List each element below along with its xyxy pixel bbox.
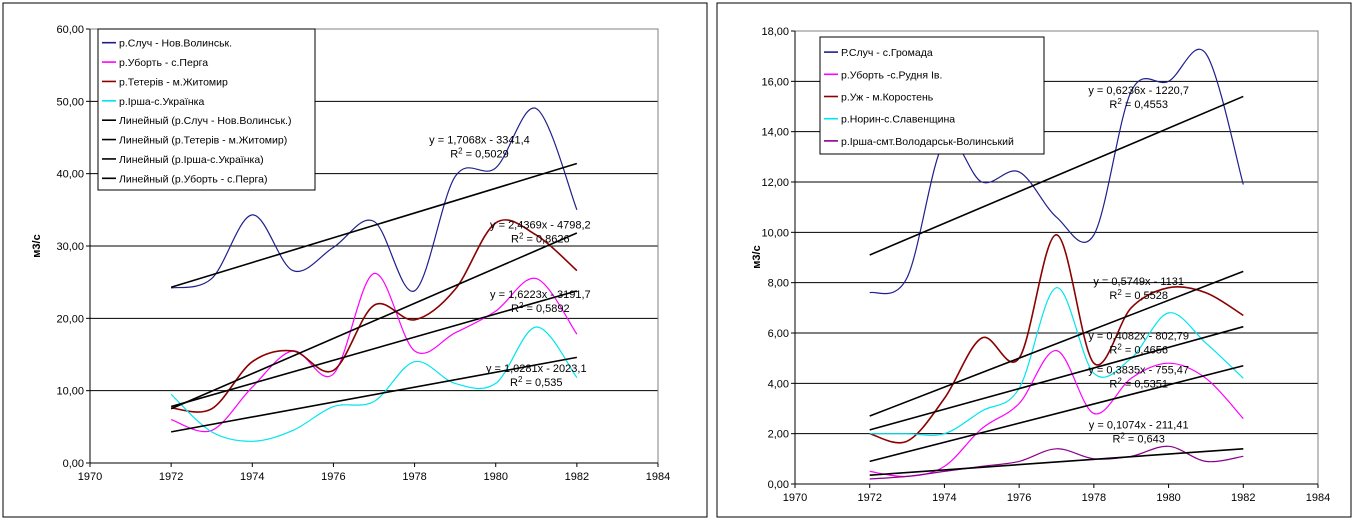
x-tick-label: 1980	[483, 471, 507, 483]
y-tick-label: 12,00	[761, 177, 789, 189]
y-tick-label: 14,00	[761, 127, 789, 139]
y-tick-label: 50,00	[56, 96, 84, 108]
trendline-r2: R2 = 0,5029	[450, 146, 509, 161]
legend-label: р.Уж - м.Коростень	[841, 92, 934, 104]
legend-label: р.Случ - Нов.Волинськ.	[119, 38, 232, 50]
trendline-r2: R2 = 0,5892	[511, 301, 570, 316]
y-tick-label: 10,00	[761, 227, 789, 239]
trendline-r2: R2 = 0,643	[1112, 431, 1164, 446]
trendline	[170, 162, 578, 288]
legend-label: Линейный (р.Случ - Нов.Волинськ.)	[119, 115, 291, 127]
legend-label: р.Уборть - с.Перга	[119, 57, 208, 69]
series-line	[869, 287, 1244, 436]
legend-label: Р.Случ - с.Громада	[841, 47, 933, 59]
series-line	[869, 445, 1244, 480]
series-line	[171, 219, 578, 413]
x-tick-label: 1984	[646, 471, 670, 483]
trendline	[869, 364, 1244, 463]
series-line	[170, 326, 578, 442]
legend	[819, 36, 1045, 155]
y-tick-label: 30,00	[56, 241, 84, 253]
legend-label: р.Уборть -с.Рудня Ів.	[841, 69, 942, 81]
y-tick-label: 20,00	[56, 313, 84, 325]
trendline-equation: y = 1,0281x - 2023,1	[486, 363, 587, 375]
legend-label: Линейный (р.Тетерів - м.Житомир)	[119, 135, 287, 147]
trendline-equation: y = 0,5749x - 1131	[1093, 276, 1184, 288]
trendline	[869, 95, 1244, 256]
trendline-equation: y = 1,6223x - 3191,7	[490, 289, 591, 301]
x-tick-label: 1980	[1156, 492, 1180, 504]
chart-2: 0,00 2,00 4,00 6,00 8,00 10,00 12,00 14,00 16,00…	[716, 2, 1352, 518]
x-tick-label: 1978	[402, 471, 426, 483]
legend-label: р.Ірша-с.Українка	[119, 96, 204, 108]
trendline-equation: y = 2,4369x - 4798,2	[490, 220, 591, 232]
x-tick-label: 1976	[1007, 492, 1031, 504]
x-tick-label: 1972	[857, 492, 881, 504]
y-tick-label: 10,00	[56, 386, 84, 398]
trendline	[170, 232, 578, 410]
x-tick-label: 1982	[1231, 492, 1255, 504]
trendline-r2: R2 = 0,4553	[1109, 96, 1168, 111]
trendline-equation: y = 0,4082x - 802,79	[1088, 330, 1189, 342]
trendline	[869, 325, 1244, 431]
legend-label: р.Норин-с.Славенщина	[841, 114, 955, 126]
trendline-r2: R2 = 0,8626	[511, 231, 570, 246]
x-tick-label: 1970	[783, 492, 807, 504]
series-line	[869, 48, 1244, 295]
y-tick-label: 18,00	[761, 26, 789, 38]
x-tick-label: 1982	[565, 471, 589, 483]
x-tick-label: 1972	[159, 471, 183, 483]
trendline	[170, 356, 578, 433]
y-tick-label: 40,00	[56, 169, 84, 181]
trendline-equation: y = 0,3835x - 755,47	[1088, 364, 1189, 376]
x-tick-label: 1974	[240, 471, 264, 483]
y-tick-label: 4,00	[768, 378, 789, 390]
x-tick-label: 1984	[1306, 492, 1330, 504]
trendline	[869, 270, 1244, 417]
legend-label: Линейный (р.Уборть - с.Перга)	[119, 173, 267, 185]
legend-label: р.Ірша-смт.Володарськ-Волинський	[841, 136, 1014, 148]
trendline	[170, 290, 578, 408]
trendline-r2: R2 = 0,5528	[1109, 288, 1168, 303]
series-line	[170, 272, 578, 433]
x-tick-label: 1974	[932, 492, 956, 504]
trendline-r2: R2 = 0,5351	[1109, 376, 1168, 391]
x-tick-label: 1970	[78, 471, 102, 483]
series-line	[869, 233, 1244, 444]
y-tick-label: 0,00	[63, 458, 84, 470]
y-tick-label: 8,00	[768, 278, 789, 290]
y-tick-label: 60,00	[56, 24, 84, 36]
legend-label: р.Тетерів - м.Житомир	[119, 76, 228, 88]
legend-label: Линейный (р.Ірша-с.Українка)	[119, 154, 264, 166]
trendline-equation: y = 1,7068x - 3341,4	[429, 134, 530, 146]
chart-1: 0,00 10,00 20,00 30,00 40,00 50,00 60,00 1970 19…	[2, 2, 708, 518]
trendline-r2: R2 = 0,4656	[1109, 342, 1168, 357]
trendline-equation: y = 0,1074x - 211,41	[1089, 420, 1189, 432]
trendline	[869, 447, 1244, 476]
x-tick-label: 1978	[1082, 492, 1106, 504]
trendline-equation: y = 0,6236x - 1220,7	[1088, 85, 1189, 97]
trendline-r2: R2 = 0,535	[510, 374, 562, 389]
y-tick-label: 2,00	[768, 429, 789, 441]
y-tick-label: 6,00	[768, 328, 789, 340]
y-axis-label: м3/с	[31, 234, 43, 257]
y-axis-label: м3/с	[751, 245, 763, 268]
series-line	[170, 107, 578, 292]
y-tick-label: 0,00	[768, 479, 789, 491]
legend	[97, 28, 316, 191]
x-tick-label: 1976	[321, 471, 345, 483]
y-tick-label: 16,00	[761, 76, 789, 88]
